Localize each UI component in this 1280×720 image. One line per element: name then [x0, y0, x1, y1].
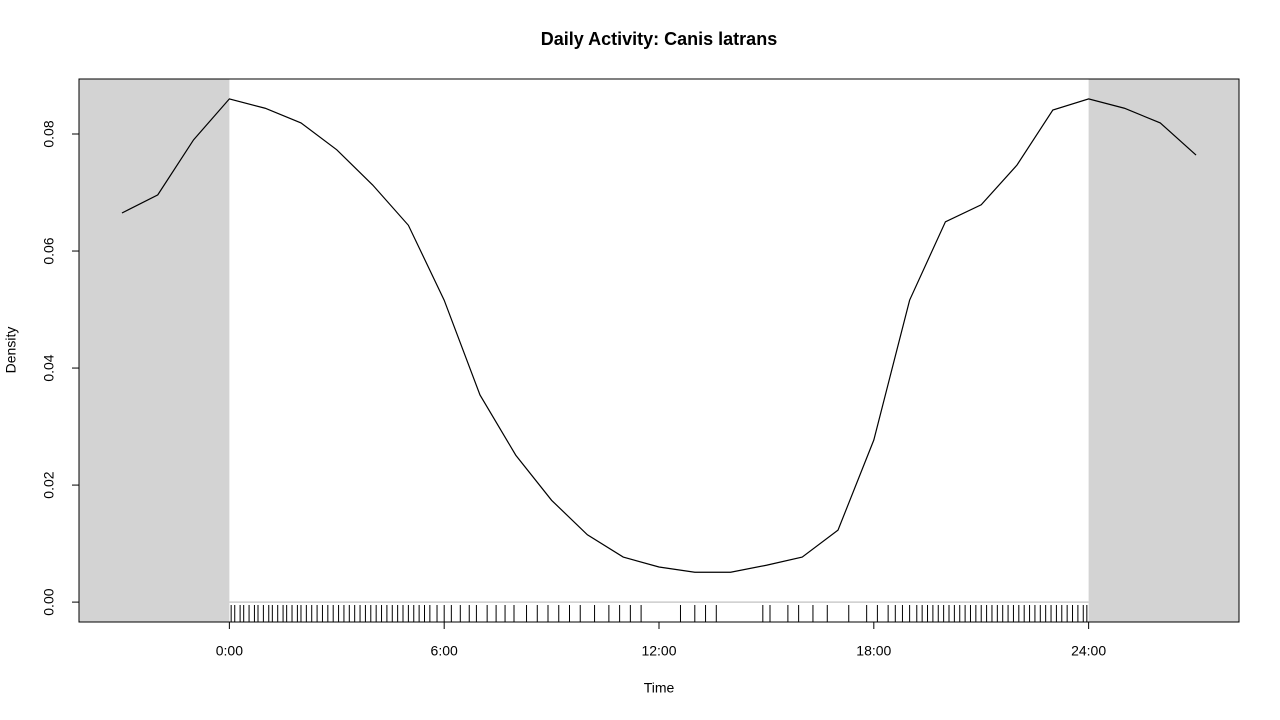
- night-shade: [1088, 79, 1239, 622]
- x-tick-label: 18:00: [856, 643, 891, 659]
- y-tick-label: 0.00: [41, 588, 57, 615]
- plot-frame: [78, 78, 1240, 623]
- x-tick-label: 0:00: [216, 643, 243, 659]
- y-axis-label: Density: [3, 327, 19, 374]
- x-axis-label: Time: [644, 680, 675, 696]
- y-tick-label: 0.08: [41, 120, 57, 147]
- y-tick-label: 0.04: [41, 354, 57, 381]
- chart-title: Daily Activity: Canis latrans: [541, 29, 777, 49]
- x-tick-label: 6:00: [431, 643, 458, 659]
- x-tick-label: 24:00: [1071, 643, 1106, 659]
- night-shade: [79, 79, 230, 622]
- x-tick-label: 12:00: [641, 643, 676, 659]
- density-line: [121, 98, 1197, 573]
- y-tick-label: 0.02: [41, 471, 57, 498]
- y-tick-label: 0.06: [41, 237, 57, 264]
